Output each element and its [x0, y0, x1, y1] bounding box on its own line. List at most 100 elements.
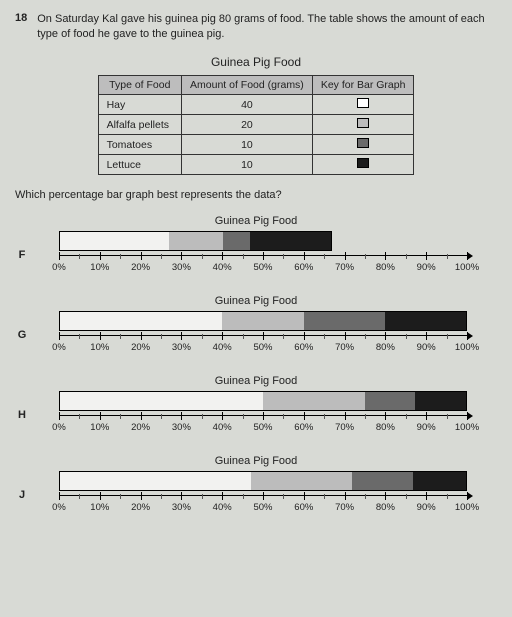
tick-label: 60%: [294, 262, 313, 273]
col-header-food: Type of Food: [98, 75, 181, 95]
tick-label: 0%: [52, 502, 66, 513]
tick-label: 10%: [90, 422, 109, 433]
tick-label: 90%: [417, 502, 436, 513]
tick-label: 80%: [376, 342, 395, 353]
bar-segment: [365, 392, 416, 410]
tick-label: 100%: [455, 422, 479, 433]
cell-food: Tomatoes: [98, 135, 181, 155]
tick-label: 10%: [90, 262, 109, 273]
cell-food: Lettuce: [98, 155, 181, 175]
tick-label: 60%: [294, 422, 313, 433]
question-number: 18: [15, 12, 27, 43]
tick-label: 80%: [376, 262, 395, 273]
bar-segment: [251, 472, 353, 490]
bar-chart: [59, 391, 467, 411]
key-swatch: [357, 118, 369, 128]
tick-label: 40%: [213, 342, 232, 353]
tick-label: 80%: [376, 422, 395, 433]
table-row: Alfalfa pellets20: [98, 115, 414, 135]
cell-food: Alfalfa pellets: [98, 115, 181, 135]
sub-question: Which percentage bar graph best represen…: [15, 189, 497, 201]
bar-segment: [60, 312, 222, 330]
tick-label: 100%: [455, 342, 479, 353]
option-label: J: [15, 489, 29, 501]
option-label: G: [15, 329, 29, 341]
food-table: Type of Food Amount of Food (grams) Key …: [98, 75, 415, 176]
bar-chart: [59, 311, 467, 331]
tick-label: 100%: [455, 502, 479, 513]
cell-grams: 10: [182, 155, 313, 175]
tick-label: 90%: [417, 262, 436, 273]
cell-grams: 20: [182, 115, 313, 135]
table-row: Hay40: [98, 95, 414, 115]
tick-label: 90%: [417, 422, 436, 433]
tick-label: 40%: [213, 262, 232, 273]
bar-segment: [60, 232, 169, 250]
tick-label: 10%: [90, 342, 109, 353]
cell-key: [312, 135, 414, 155]
bar-chart: [59, 471, 467, 491]
option-label: H: [15, 409, 29, 421]
chart-option: Guinea Pig FoodJ0%10%20%30%40%50%60%70%8…: [15, 455, 497, 519]
tick-label: 50%: [253, 422, 272, 433]
cell-food: Hay: [98, 95, 181, 115]
chart-option: Guinea Pig Food F 0% 10% 20% 30% 40% 50% 60% 70% 8…: [15, 215, 497, 279]
axis: 0%10%20%30%40%50%60%70%80%90%100%: [59, 415, 467, 439]
bar-segment: [222, 312, 303, 330]
tick-label: 70%: [335, 422, 354, 433]
bar-segment: [385, 312, 466, 330]
bar-segment: [169, 232, 223, 250]
tick-label: 30%: [172, 502, 191, 513]
tick-label: 0%: [52, 342, 66, 353]
bar-segment: [60, 392, 263, 410]
tick-label: 30%: [172, 342, 191, 353]
tick-label: 60%: [294, 342, 313, 353]
tick-label: 50%: [253, 342, 272, 353]
chart-title: Guinea Pig Food: [15, 295, 497, 307]
bar-segment: [415, 392, 466, 410]
cell-key: [312, 95, 414, 115]
cell-grams: 10: [182, 135, 313, 155]
tick-label: 90%: [417, 342, 436, 353]
option-label: F: [15, 249, 29, 261]
chart-title: Guinea Pig Food: [15, 375, 497, 387]
cell-key: [312, 115, 414, 135]
tick-label: 20%: [131, 262, 150, 273]
axis: 0%10%20%30%40%50%60%70%80%90%100%: [59, 255, 467, 279]
tick-label: 60%: [294, 502, 313, 513]
tick-label: 70%: [335, 262, 354, 273]
chart-option: Guinea Pig Food G 0% 10% 20% 30% 40% 50% 60% 70% 8…: [15, 295, 497, 359]
tick-label: 30%: [172, 262, 191, 273]
tick-label: 70%: [335, 342, 354, 353]
bar-segment: [223, 232, 250, 250]
tick-label: 30%: [172, 422, 191, 433]
tick-label: 80%: [376, 502, 395, 513]
bar-segment: [60, 472, 251, 490]
chart-option: Guinea Pig FoodH0%10%20%30%40%50%60%70%8…: [15, 375, 497, 439]
col-header-amount: Amount of Food (grams): [182, 75, 313, 95]
tick-label: 50%: [253, 502, 272, 513]
chart-title: Guinea Pig Food: [15, 455, 497, 467]
bar-segment: [263, 392, 365, 410]
tick-label: 0%: [52, 262, 66, 273]
table-caption: Guinea Pig Food: [15, 55, 497, 69]
key-swatch: [357, 158, 369, 168]
cell-key: [312, 155, 414, 175]
question-text: On Saturday Kal gave his guinea pig 80 g…: [37, 12, 497, 43]
table-row: Lettuce10: [98, 155, 414, 175]
bar-segment: [304, 312, 385, 330]
key-swatch: [357, 98, 369, 108]
tick-label: 10%: [90, 502, 109, 513]
key-swatch: [357, 138, 369, 148]
col-header-key: Key for Bar Graph: [312, 75, 414, 95]
tick-label: 20%: [131, 342, 150, 353]
tick-label: 20%: [131, 502, 150, 513]
axis: 0%10%20%30%40%50%60%70%80%90%100%: [59, 495, 467, 519]
axis: 0%10%20%30%40%50%60%70%80%90%100%: [59, 335, 467, 359]
tick-label: 40%: [213, 502, 232, 513]
bar-segment: [352, 472, 413, 490]
chart-title: Guinea Pig Food: [15, 215, 497, 227]
question-row: 18 On Saturday Kal gave his guinea pig 8…: [15, 12, 497, 43]
tick-label: 50%: [253, 262, 272, 273]
bar-segment: [413, 472, 466, 490]
